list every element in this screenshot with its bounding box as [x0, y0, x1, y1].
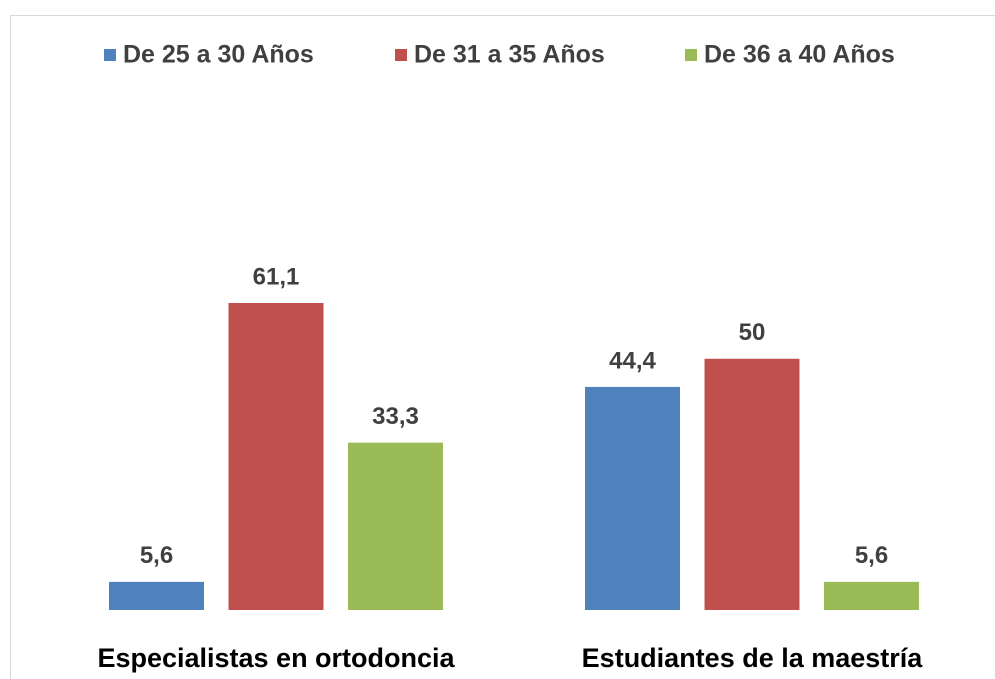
- value-label: 5,6: [855, 542, 888, 569]
- bar: [348, 442, 443, 610]
- value-label: 61,1: [253, 263, 300, 290]
- bar: [704, 358, 800, 610]
- legend-swatch: [395, 49, 407, 61]
- bar: [824, 581, 919, 610]
- value-label: 50: [739, 319, 766, 346]
- legend-label: De 31 a 35 Años: [414, 41, 605, 69]
- legend-swatch: [685, 49, 697, 61]
- bar: [585, 386, 680, 610]
- value-label: 33,3: [372, 403, 419, 430]
- category-label: Estudiantes de la maestría: [582, 643, 924, 673]
- value-label: 5,6: [140, 542, 173, 569]
- value-label: 44,4: [609, 347, 656, 374]
- category-label: Especialistas en ortodoncia: [97, 643, 455, 673]
- bar: [228, 303, 324, 610]
- bar: [109, 581, 204, 610]
- legend-swatch: [104, 49, 116, 61]
- legend-label: De 25 a 30 Años: [123, 41, 314, 69]
- legend-label: De 36 a 40 Años: [704, 41, 895, 69]
